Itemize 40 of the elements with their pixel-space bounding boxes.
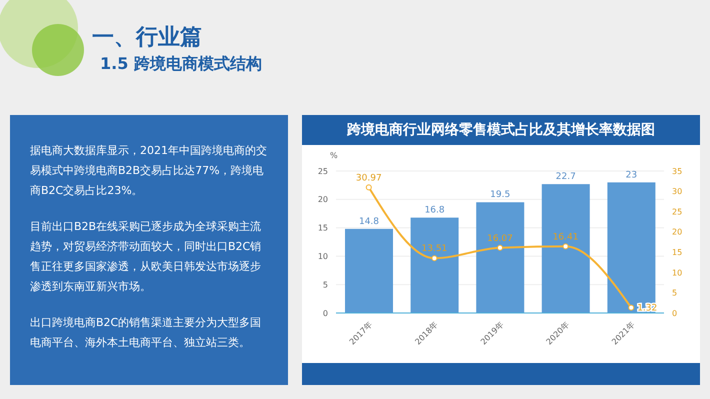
y2-tick-label: 0: [672, 308, 678, 318]
text: 目前出口B2B在线采购已逐步成为全球采购主流趋势，对贸易经济带动面较大，同时出口B2C销售正往更多国家渗透，从欧美日韩发达市场逐步渗透到东南亚新兴市场。: [30, 219, 262, 295]
bar: [607, 182, 656, 313]
y-tick-label: 25: [318, 166, 328, 176]
data-label: 14.8: [358, 216, 380, 227]
y-tick-label: 10: [318, 252, 328, 262]
y-tick-label: 0: [322, 308, 328, 318]
point: [562, 243, 569, 250]
bar: [542, 184, 590, 313]
data-label: 19.5: [490, 190, 510, 200]
y-tick-label: 15: [318, 224, 328, 233]
y-tick-label: 5: [322, 280, 328, 290]
text: 一、行业篇: [92, 24, 202, 52]
data-label: 16.8: [424, 206, 445, 216]
point: [497, 244, 503, 251]
data-label: 23: [626, 170, 638, 180]
bar: [345, 228, 393, 313]
y-axis-title: %: [330, 151, 338, 160]
bar: [410, 218, 459, 313]
data-label: 30.97: [356, 173, 382, 184]
y2-tick-label: 30: [672, 187, 682, 196]
y-tick-label: 20: [318, 195, 328, 204]
point: [431, 255, 438, 262]
data-label: 16.41: [552, 232, 578, 242]
text: 1.5 跨境电商模式结构: [100, 54, 262, 75]
y2-tick-label: 25: [672, 207, 682, 216]
text: 据电商大数据库显示，2021年中国跨境电商的交易模式中跨境电商B2B交易占比达77%，跨境电商B2C交易占比23%。: [30, 143, 268, 199]
data-label: 22.7: [556, 172, 576, 182]
data-label: 13.51: [422, 244, 448, 254]
y2-tick-label: 20: [672, 228, 682, 237]
text: 出口跨境电商B2C的销售渠道主要分为大型多国电商平台、海外本土电商平台、独立站三类。: [30, 315, 262, 351]
point: [628, 304, 634, 311]
y2-tick-label: 15: [672, 248, 682, 257]
chart-title: 跨境电商行业网络零售模式占比及其增长率数据图: [302, 115, 700, 145]
data-label: 16.07: [487, 234, 513, 244]
y2-tick-label: 35: [672, 166, 682, 176]
y2-tick-label: 5: [672, 288, 678, 298]
y2-tick-label: 10: [672, 268, 682, 278]
point: [366, 184, 372, 190]
bar: [476, 202, 524, 313]
